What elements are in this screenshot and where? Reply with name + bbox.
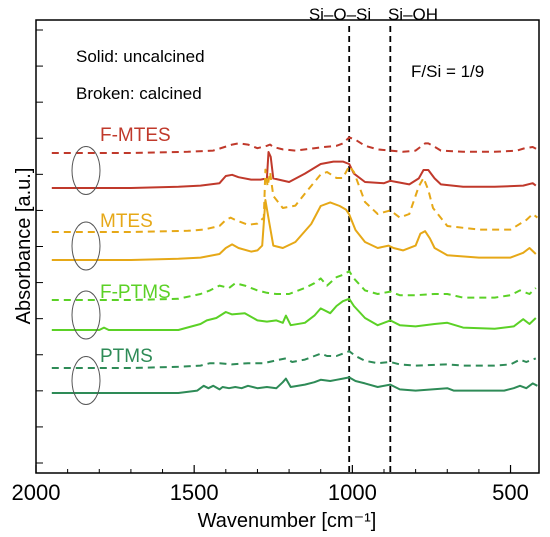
broken-legend-text: Broken: calcined: [76, 84, 202, 103]
y-axis-title: Absorbance [a.u.]: [13, 168, 35, 325]
sample-ellipse: [71, 146, 101, 195]
series-label-f-mtes: F-MTES: [100, 125, 171, 146]
sample-ellipse: [71, 221, 101, 271]
series-line-f-mtes-uncalcined: [51, 151, 537, 189]
series-label-ptms: PTMS: [100, 346, 153, 367]
x-tick-label: 1500: [170, 480, 219, 505]
x-tick-label: 1000: [328, 480, 377, 505]
ref-label-si-o-si: Si–O–Si: [309, 5, 371, 24]
series-line-ptms-calcined: [51, 350, 537, 369]
series-line-mtes-calcined: [51, 165, 539, 233]
spectra-lines: [51, 136, 539, 394]
series-line-ptms-uncalcined: [51, 376, 538, 394]
ratio-label: F/Si = 1/9: [411, 62, 484, 81]
series-label-mtes: MTES: [100, 211, 153, 232]
x-ticks: 2000 1500 1000 500: [12, 465, 529, 505]
y-ticks: [36, 29, 43, 464]
reference-lines: [348, 26, 392, 473]
series-line-f-ptms-calcined: [51, 270, 537, 301]
x-tick-label: 2000: [12, 480, 61, 505]
series-label-f-ptms: F-PTMS: [100, 282, 171, 303]
sample-ellipse: [71, 290, 101, 340]
sample-ellipses: [71, 146, 101, 405]
x-tick-label: 500: [492, 480, 529, 505]
solid-legend-text: Solid: uncalcined: [76, 47, 205, 66]
ref-label-si-oh: Si–OH: [388, 5, 438, 24]
x-axis-title: Wavenumber [cm⁻¹]: [198, 510, 377, 532]
series-line-f-ptms-uncalcined: [51, 297, 537, 331]
series-line-f-mtes-calcined: [51, 136, 538, 154]
sample-ellipse: [71, 356, 101, 405]
series-line-mtes-uncalcined: [51, 199, 537, 261]
